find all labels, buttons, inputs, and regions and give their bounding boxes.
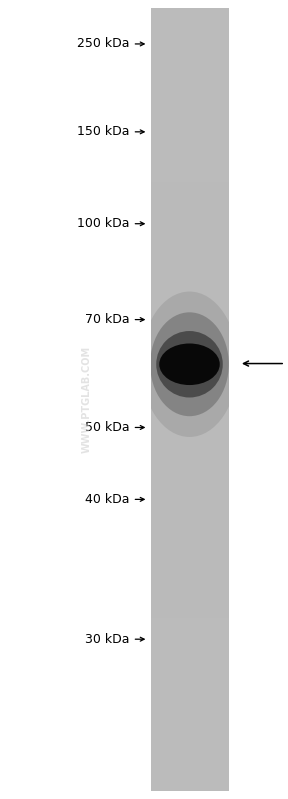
Text: WWW.PTGLAB.COM: WWW.PTGLAB.COM xyxy=(82,346,91,453)
Text: 70 kDa: 70 kDa xyxy=(85,313,130,326)
Text: 250 kDa: 250 kDa xyxy=(77,38,130,50)
Text: 100 kDa: 100 kDa xyxy=(77,217,130,230)
Text: 150 kDa: 150 kDa xyxy=(77,125,130,138)
Ellipse shape xyxy=(159,344,220,385)
Text: 30 kDa: 30 kDa xyxy=(85,633,130,646)
Text: 40 kDa: 40 kDa xyxy=(85,493,130,506)
Ellipse shape xyxy=(150,312,229,416)
Text: 50 kDa: 50 kDa xyxy=(85,421,130,434)
Ellipse shape xyxy=(156,331,223,398)
Ellipse shape xyxy=(141,292,238,437)
